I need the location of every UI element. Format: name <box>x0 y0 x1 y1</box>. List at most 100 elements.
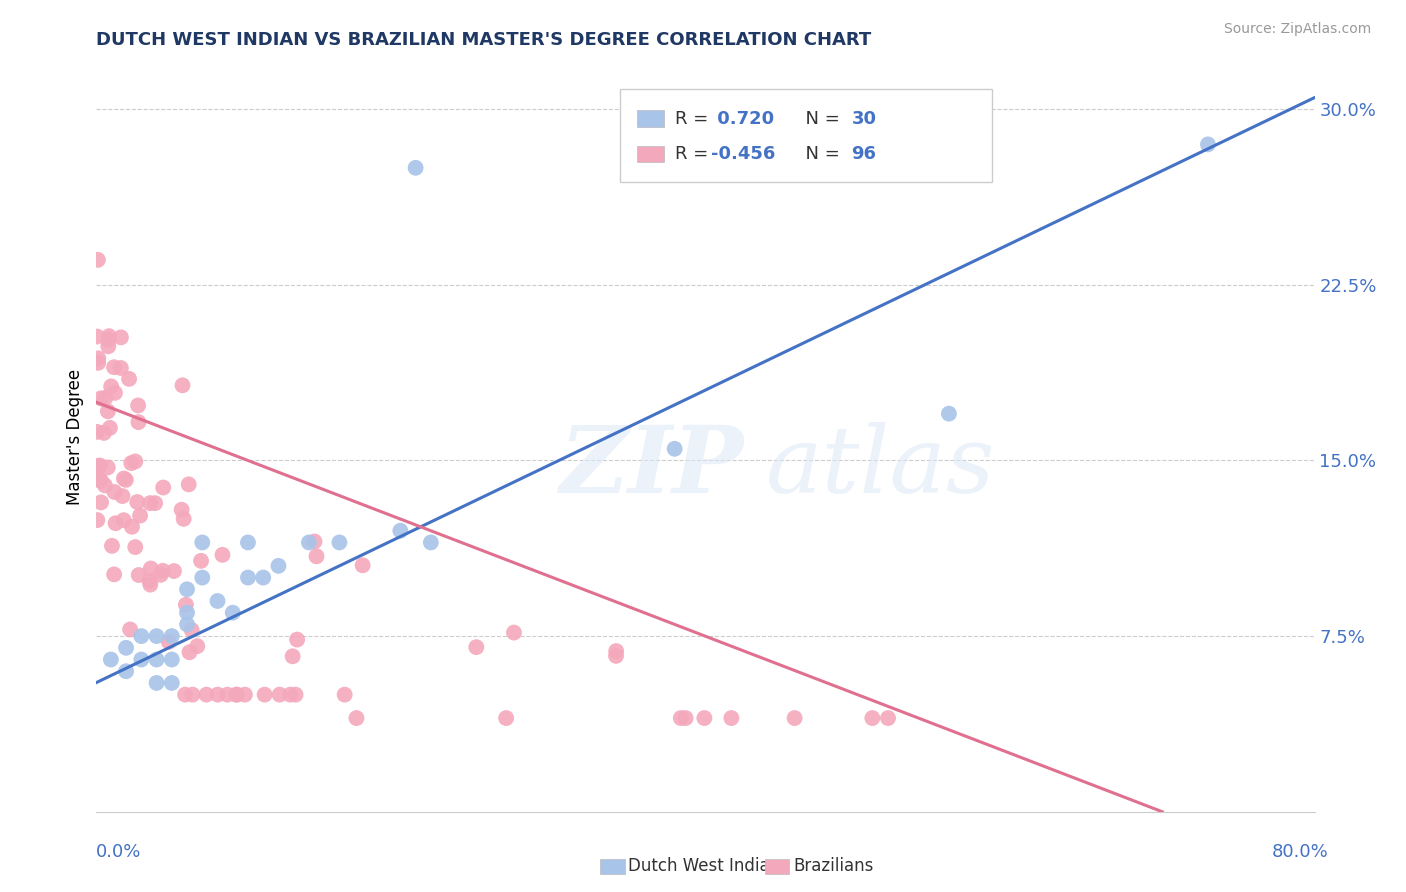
Point <box>284 688 307 702</box>
Point <box>333 688 356 702</box>
Point <box>495 711 517 725</box>
Point <box>93 425 115 440</box>
Point <box>669 711 692 725</box>
Point <box>115 664 138 679</box>
Point <box>176 617 198 632</box>
Point <box>225 688 247 702</box>
Point <box>405 161 427 175</box>
Point <box>177 477 200 491</box>
Point <box>179 645 201 659</box>
Point <box>86 425 108 439</box>
Text: Source: ZipAtlas.com: Source: ZipAtlas.com <box>1223 22 1371 37</box>
Point <box>211 548 233 562</box>
Point <box>115 640 138 655</box>
Point <box>267 558 290 573</box>
Point <box>720 711 742 725</box>
Point <box>129 508 152 523</box>
Text: -0.456: -0.456 <box>711 145 776 163</box>
Point <box>90 474 112 488</box>
Point <box>100 379 122 393</box>
Point <box>253 688 276 702</box>
Point <box>207 688 229 702</box>
Text: 30: 30 <box>852 110 876 128</box>
Point <box>127 495 149 509</box>
Point <box>90 495 112 509</box>
Point <box>174 598 197 612</box>
Point <box>104 385 127 400</box>
Point <box>115 473 138 487</box>
Point <box>128 568 150 582</box>
Point <box>89 458 111 473</box>
Point <box>89 474 111 488</box>
Point <box>103 485 125 500</box>
Point <box>139 561 162 575</box>
Point <box>97 460 120 475</box>
Point <box>938 407 960 421</box>
Point <box>97 333 120 347</box>
Point <box>100 652 122 666</box>
Point <box>190 554 212 568</box>
Point <box>94 391 117 405</box>
Point <box>118 372 141 386</box>
Point <box>191 535 214 549</box>
Point <box>186 639 208 653</box>
Point <box>172 378 194 392</box>
Point <box>152 481 174 495</box>
Point <box>111 489 134 503</box>
Point <box>389 524 412 538</box>
Point <box>304 534 326 549</box>
Point <box>124 454 146 468</box>
Point <box>131 652 153 666</box>
Point <box>285 632 308 647</box>
Text: N =: N = <box>794 145 845 163</box>
Point <box>145 629 167 643</box>
Point <box>145 652 167 666</box>
Point <box>98 421 121 435</box>
FancyBboxPatch shape <box>600 859 624 874</box>
Point <box>174 688 197 702</box>
Point <box>605 644 627 658</box>
Point <box>281 649 304 664</box>
Point <box>163 564 186 578</box>
Text: 0.0%: 0.0% <box>96 843 141 861</box>
Point <box>145 676 167 690</box>
Point <box>233 688 256 702</box>
Point <box>160 652 183 666</box>
Point <box>346 711 368 725</box>
Point <box>121 520 143 534</box>
Point <box>180 623 202 637</box>
Point <box>176 606 198 620</box>
Point <box>877 711 900 725</box>
Point <box>236 571 259 585</box>
Point <box>605 648 627 663</box>
Point <box>328 535 350 549</box>
Point <box>112 471 135 485</box>
Point <box>278 688 301 702</box>
Point <box>87 356 110 370</box>
Point <box>664 442 686 456</box>
FancyBboxPatch shape <box>620 88 991 182</box>
Point <box>693 711 716 725</box>
FancyBboxPatch shape <box>765 859 789 874</box>
Point <box>86 513 108 527</box>
Point <box>152 564 174 578</box>
Y-axis label: Master's Degree: Master's Degree <box>66 369 84 505</box>
Point <box>352 558 374 573</box>
Point <box>86 329 108 343</box>
Point <box>101 539 124 553</box>
Point <box>465 640 488 655</box>
Point <box>124 540 146 554</box>
Point <box>191 571 214 585</box>
Point <box>87 252 110 267</box>
Text: Brazilians: Brazilians <box>793 856 873 875</box>
Point <box>90 392 112 406</box>
Point <box>103 360 125 375</box>
Point <box>298 535 321 549</box>
Point <box>149 567 172 582</box>
Text: ZIP: ZIP <box>558 422 744 512</box>
Text: 96: 96 <box>852 145 876 163</box>
Point <box>127 399 149 413</box>
Point <box>269 688 291 702</box>
Point <box>97 404 120 418</box>
Point <box>160 629 183 643</box>
